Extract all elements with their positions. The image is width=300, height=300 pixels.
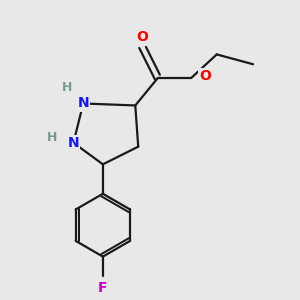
Text: H: H (47, 131, 57, 144)
Text: F: F (98, 281, 108, 295)
Text: H: H (61, 81, 72, 94)
Text: O: O (199, 69, 211, 83)
Text: N: N (68, 136, 79, 150)
Text: O: O (136, 30, 148, 44)
Text: N: N (77, 97, 89, 110)
